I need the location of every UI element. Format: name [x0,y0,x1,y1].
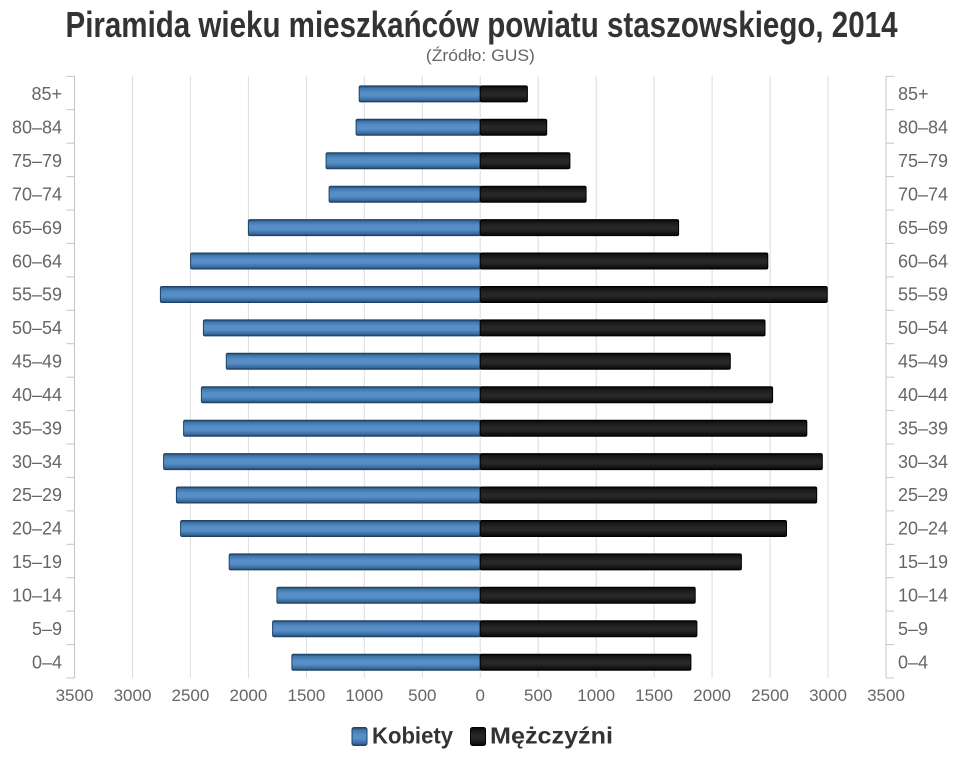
svg-text:20–24: 20–24 [12,519,62,539]
svg-text:3000: 3000 [114,686,152,705]
svg-text:65–69: 65–69 [898,218,948,238]
svg-text:3500: 3500 [867,686,905,705]
svg-text:30–34: 30–34 [898,452,948,472]
svg-text:1000: 1000 [577,686,615,705]
svg-text:Kobiety: Kobiety [372,723,453,749]
svg-text:85+: 85+ [31,84,62,104]
svg-text:0: 0 [475,686,484,705]
svg-text:(Źródło: GUS): (Źródło: GUS) [426,46,535,65]
svg-text:70–74: 70–74 [898,184,948,204]
svg-text:25–29: 25–29 [898,485,948,505]
svg-text:85+: 85+ [898,84,929,104]
svg-text:30–34: 30–34 [12,452,62,472]
svg-text:80–84: 80–84 [898,118,948,138]
svg-text:2500: 2500 [751,686,789,705]
svg-text:2500: 2500 [171,686,209,705]
svg-text:70–74: 70–74 [12,184,62,204]
svg-text:Mężczyźni: Mężczyźni [490,723,613,749]
svg-text:65–69: 65–69 [12,218,62,238]
svg-text:500: 500 [524,686,552,705]
svg-text:35–39: 35–39 [898,418,948,438]
svg-text:0–4: 0–4 [32,652,62,672]
svg-text:60–64: 60–64 [898,251,948,271]
svg-text:55–59: 55–59 [898,285,948,305]
svg-text:1000: 1000 [345,686,383,705]
svg-text:20–24: 20–24 [898,519,948,539]
svg-text:2000: 2000 [229,686,267,705]
svg-text:Piramida wieku mieszkańców pow: Piramida wieku mieszkańców powiatu stasz… [66,4,898,45]
svg-text:45–49: 45–49 [898,352,948,372]
svg-text:50–54: 50–54 [898,318,948,338]
svg-text:10–14: 10–14 [898,586,948,606]
svg-text:55–59: 55–59 [12,285,62,305]
svg-text:2000: 2000 [693,686,731,705]
svg-text:15–19: 15–19 [12,552,62,572]
svg-text:1500: 1500 [635,686,673,705]
svg-text:45–49: 45–49 [12,352,62,372]
svg-text:40–44: 40–44 [898,385,948,405]
svg-text:0–4: 0–4 [898,652,928,672]
svg-text:500: 500 [408,686,436,705]
svg-text:1500: 1500 [287,686,325,705]
svg-text:10–14: 10–14 [12,586,62,606]
svg-text:80–84: 80–84 [12,118,62,138]
svg-text:75–79: 75–79 [12,151,62,171]
svg-text:35–39: 35–39 [12,418,62,438]
svg-text:40–44: 40–44 [12,385,62,405]
svg-text:5–9: 5–9 [898,619,928,639]
svg-text:3000: 3000 [809,686,847,705]
svg-text:15–19: 15–19 [898,552,948,572]
svg-text:60–64: 60–64 [12,251,62,271]
svg-text:75–79: 75–79 [898,151,948,171]
svg-text:25–29: 25–29 [12,485,62,505]
svg-text:50–54: 50–54 [12,318,62,338]
svg-text:3500: 3500 [56,686,94,705]
svg-text:5–9: 5–9 [32,619,62,639]
